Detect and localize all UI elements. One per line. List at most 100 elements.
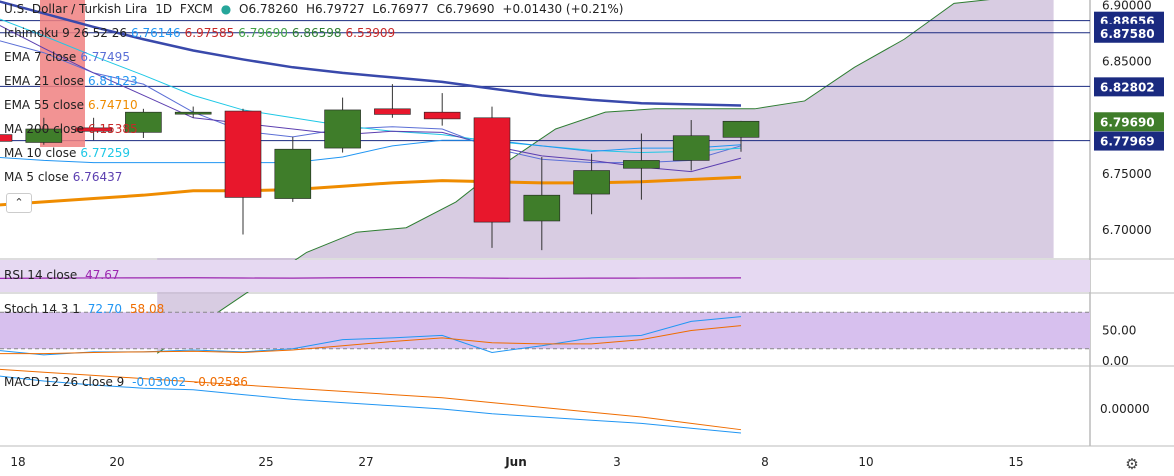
- macd-name: MACD 12 26 close 9: [4, 375, 125, 389]
- stoch-name: Stoch 14 3 1: [4, 302, 80, 316]
- candle-body: [75, 127, 112, 132]
- settings-gear-icon[interactable]: ⚙: [1125, 455, 1139, 473]
- close-value: C6.79690: [436, 2, 495, 16]
- indicator-value: 6.74710: [87, 98, 138, 112]
- time-label: 3: [613, 455, 621, 469]
- candle-body: [523, 194, 561, 222]
- indicator-value: 6.81123: [87, 74, 138, 88]
- indicator-value: 6.53909: [345, 26, 396, 40]
- indicator-legend: EMA 21 close 6.81123: [4, 74, 142, 88]
- indicator-legend: MA 200 close 6.15385: [4, 122, 142, 136]
- price-tag-label: 6.82802: [1100, 80, 1155, 94]
- indicator-legend: EMA 7 close 6.77495: [4, 50, 134, 64]
- candle-body: [324, 109, 361, 149]
- rsi-name: RSI 14 close: [4, 268, 78, 282]
- stoch-tick-label: 0.00: [1102, 354, 1129, 368]
- time-label: 15: [1008, 455, 1023, 469]
- indicator-value: 6.15385: [88, 122, 138, 136]
- change-value: +0.01430 (+0.21%): [502, 2, 624, 16]
- time-label: 18: [10, 455, 25, 469]
- price-tick-label: 6.85000: [1102, 55, 1152, 69]
- macd-signal-line: [0, 368, 742, 431]
- price-tag: [1094, 77, 1164, 97]
- collapse-legend-button[interactable]: ⌃: [6, 193, 32, 213]
- indicator-name: MA 200 close: [4, 122, 85, 136]
- macd-signal-value: -0.02586: [193, 375, 248, 389]
- price-tag: [1094, 112, 1164, 132]
- indicator-value: 6.79690: [238, 26, 288, 40]
- macd-line: [0, 375, 742, 434]
- candle-body: [573, 170, 610, 195]
- candle-body: [423, 111, 461, 120]
- stoch-band: [0, 312, 1090, 349]
- price-tick-label: 6.90000: [1102, 0, 1152, 13]
- time-label: Jun: [504, 455, 527, 469]
- symbol-legend: U.S. Dollar / Turkish Lira 1D FXCM ● O6.…: [4, 2, 627, 16]
- stoch-d-value: 58.08: [129, 302, 165, 316]
- indicator-name: MA 5 close: [4, 170, 69, 184]
- rsi-band: [0, 260, 1090, 292]
- open-value: O6.78260: [239, 2, 299, 16]
- stoch-legend: Stoch 14 3 1 72.70 58.08: [4, 302, 168, 316]
- candle-body: [473, 117, 511, 223]
- interval-label: 1D: [155, 2, 173, 16]
- price-tag-label: 6.77969: [1100, 135, 1155, 149]
- ma200-shaded-block: [40, 0, 85, 147]
- low-value: L6.76977: [372, 2, 429, 16]
- candle-body: [25, 128, 63, 143]
- macd-legend: MACD 12 26 close 9 -0.03002 -0.02586: [4, 375, 252, 389]
- time-label: 27: [358, 455, 373, 469]
- indicator-name: EMA 7 close: [4, 50, 77, 64]
- indicator-name: Ichimoku 9 26 52 26: [4, 26, 127, 40]
- candle-body: [623, 160, 660, 169]
- rsi-legend: RSI 14 close 47.67: [4, 268, 124, 282]
- indicator-value: 6.97585: [184, 26, 235, 40]
- rsi-line: [0, 277, 742, 279]
- series-line-ema-21-close: [0, 0, 742, 107]
- stoch-tick-label: 50.00: [1102, 324, 1136, 338]
- indicator-legend: MA 5 close 6.76437: [4, 170, 126, 184]
- ichimoku-span-a-line: [156, 0, 990, 354]
- exchange-label: FXCM: [179, 2, 213, 16]
- indicator-value: 6.76437: [72, 170, 123, 184]
- chevron-up-icon: ⌃: [14, 196, 24, 209]
- price-tick-label: 6.70000: [1102, 223, 1152, 237]
- macd-tick-label: 0.00000: [1100, 402, 1150, 416]
- candle-body: [722, 120, 760, 138]
- indicator-name: EMA 21 close: [4, 74, 84, 88]
- high-value: H6.79727: [305, 2, 365, 16]
- indicator-name: MA 10 close: [4, 146, 77, 160]
- candle-body: [174, 111, 212, 115]
- macd-value: -0.03002: [132, 375, 187, 389]
- stoch-k-value: 72.70: [87, 302, 123, 316]
- time-label: 8: [761, 455, 769, 469]
- indicator-value: 6.86598: [291, 26, 342, 40]
- series-line-ema-55-close: [0, 175, 742, 207]
- candle-body: [274, 148, 312, 199]
- candle-body: [374, 108, 411, 115]
- indicator-value: 6.77495: [80, 50, 130, 64]
- candle-body: [125, 111, 162, 133]
- price-tag-label: 6.87580: [1100, 27, 1155, 41]
- indicator-value: 6.76146: [131, 26, 181, 40]
- candle-body: [672, 135, 710, 161]
- time-label: 25: [258, 455, 273, 469]
- time-label: 10: [858, 455, 873, 469]
- price-tag: [1094, 23, 1164, 43]
- series-line-ma-10-close: [0, 18, 742, 154]
- indicator-legend: Ichimoku 9 26 52 26 6.76146 6.97585 6.79690…: [4, 26, 399, 40]
- time-label: 20: [109, 455, 124, 469]
- candle-body: [224, 110, 262, 198]
- price-tag: [1094, 131, 1164, 151]
- rsi-value: 47.67: [85, 268, 120, 282]
- stoch-d-line: [0, 325, 742, 355]
- series-line-ichimoku-9-26-52-26: [0, 139, 742, 164]
- series-line-ma-5-close: [0, 24, 742, 173]
- indicator-legend: MA 10 close 6.77259: [4, 146, 134, 160]
- price-tag-label: 6.79690: [1100, 115, 1155, 129]
- status-dot-icon: ●: [220, 2, 232, 16]
- symbol-title: U.S. Dollar / Turkish Lira: [4, 2, 148, 16]
- indicator-legend: EMA 55 close 6.74710: [4, 98, 142, 112]
- indicator-name: EMA 55 close: [4, 98, 84, 112]
